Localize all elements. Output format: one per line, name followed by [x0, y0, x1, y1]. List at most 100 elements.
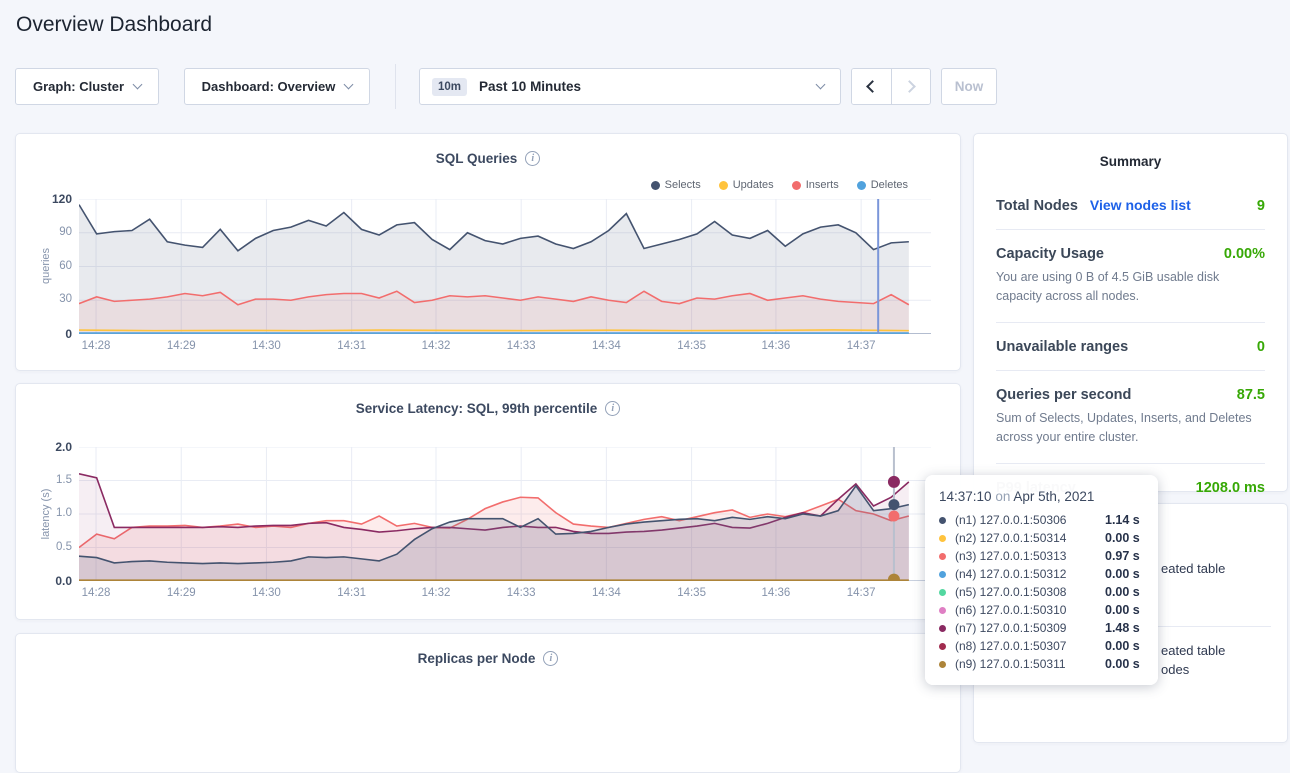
node-color-dot-icon: [939, 642, 946, 650]
tooltip-row: (n4) 127.0.0.1:50312 0.00 s: [939, 565, 1144, 583]
chart-legend: Selects Updates Inserts Deletes: [650, 179, 908, 191]
tooltip-node-value: 1.48 s: [1105, 621, 1140, 635]
qps-value: 87.5: [1236, 386, 1265, 403]
info-icon[interactable]: i: [543, 651, 559, 666]
x-axis-tick: 14:29: [166, 340, 196, 352]
y-axis-title: latency (s): [40, 488, 52, 540]
node-color-dot-icon: [939, 534, 946, 542]
info-icon[interactable]: i: [525, 151, 541, 166]
dashboard-dropdown-label: Dashboard: Overview: [201, 79, 336, 94]
graph-scope-dropdown[interactable]: Graph: Cluster: [15, 68, 159, 105]
dashboard-dropdown[interactable]: Dashboard: Overview: [184, 68, 370, 105]
tooltip-node-value: 0.00 s: [1105, 639, 1140, 653]
tooltip-row: (n5) 127.0.0.1:50308 0.00 s: [939, 583, 1144, 601]
capacity-usage-description: You are using 0 B of 4.5 GiB usable disk…: [996, 270, 1220, 304]
x-axis-tick: 14:30: [252, 340, 281, 352]
legend-label: Updates: [732, 179, 774, 191]
y-axis-tick: 0.5: [56, 540, 72, 553]
time-prev-button[interactable]: [852, 69, 891, 104]
view-nodes-list-link[interactable]: View nodes list: [1089, 197, 1191, 213]
service-latency-chart-card: Service Latency: SQL, 99th percentile i …: [15, 383, 961, 620]
legend-label: Deletes: [870, 179, 908, 191]
summary-row-unavailable-ranges: Unavailable ranges 0: [996, 339, 1265, 355]
node-color-dot-icon: [939, 624, 946, 632]
series-fill: [79, 497, 909, 581]
event-text-fragment: eated table: [1161, 643, 1226, 658]
legend-item: Updates: [718, 179, 774, 191]
x-axis-tick: 14:35: [677, 587, 706, 599]
series-fill: [79, 204, 909, 334]
replicas-per-node-chart-card: Replicas per Node i: [15, 633, 961, 773]
y-axis-tick: 90: [59, 225, 72, 238]
y-axis-labels: 0 30 60 90 120: [16, 192, 74, 341]
chart-plot-area[interactable]: [78, 198, 931, 334]
tooltip-node-value: 0.00 s: [1105, 603, 1140, 617]
tooltip-node-value: 0.00 s: [1105, 567, 1140, 581]
tooltip-row: (n6) 127.0.0.1:50310 0.00 s: [939, 601, 1144, 619]
toolbar-divider: [395, 64, 396, 109]
tooltip-rows: (n1) 127.0.0.1:50306 1.14 s (n2) 127.0.0.1…: [939, 511, 1144, 673]
chevron-left-icon: [866, 80, 880, 93]
time-range-dropdown[interactable]: 10m Past 10 Minutes: [419, 68, 841, 105]
tooltip-node-value: 0.00 s: [1105, 657, 1140, 671]
legend-item: Inserts: [791, 179, 839, 191]
chart-hover-tooltip: 14:37:10 on Apr 5th, 2021 (n1) 127.0.0.1…: [925, 475, 1158, 685]
summary-divider: [996, 229, 1265, 230]
y-axis-tick: 0.0: [55, 574, 72, 588]
now-button[interactable]: Now: [941, 68, 997, 105]
chevron-right-icon: [903, 80, 916, 93]
tooltip-node-value: 1.14 s: [1105, 513, 1140, 527]
series-line: [78, 204, 909, 252]
y-axis-title: queries: [40, 247, 52, 285]
summary-divider: [996, 321, 1265, 323]
chevron-down-icon: [343, 79, 354, 90]
qps-label: Queries per second: [996, 386, 1132, 403]
chart-canvas[interactable]: [78, 198, 931, 334]
capacity-usage-label: Capacity Usage: [996, 246, 1104, 262]
x-axis-tick: 14:33: [506, 340, 536, 352]
qps-description: Sum of Selects, Updates, Inserts, and De…: [996, 410, 1252, 445]
tooltip-node-value: 0.00 s: [1105, 531, 1140, 545]
tooltip-node-label: (n8) 127.0.0.1:50307: [955, 639, 1067, 653]
x-axis-tick: 14:32: [421, 587, 451, 599]
y-axis-tick: 1.0: [56, 507, 72, 519]
chart-title: SQL Queries: [435, 151, 518, 166]
x-axis-tick: 14:28: [81, 340, 111, 352]
legend-dot-icon: [856, 180, 866, 190]
tooltip-row: (n2) 127.0.0.1:50314 0.00 s: [939, 529, 1144, 547]
y-axis-tick: 2.0: [55, 440, 72, 454]
y-axis-labels: 0.0 0.5 1.0 1.5 2.0: [16, 440, 74, 588]
node-color-dot-icon: [939, 588, 946, 596]
chart-canvas[interactable]: [78, 446, 931, 586]
info-icon[interactable]: i: [605, 401, 621, 416]
chevron-down-icon: [132, 79, 143, 90]
legend-dot-icon: [791, 180, 801, 190]
unavailable-ranges-label: Unavailable ranges: [996, 338, 1129, 355]
node-color-dot-icon: [939, 570, 946, 578]
x-axis-tick: 14:37: [846, 340, 876, 352]
x-axis-tick: 14:37: [846, 587, 876, 599]
series-fill: [79, 473, 909, 581]
x-axis-tick: 14:31: [337, 340, 367, 352]
hover-dot: [888, 510, 900, 522]
event-text-fragment: eated table: [1161, 561, 1226, 576]
hover-dot: [888, 499, 900, 511]
chevron-down-icon: [815, 79, 826, 90]
node-color-dot-icon: [939, 660, 946, 668]
tooltip-row: (n8) 127.0.0.1:50307 0.00 s: [939, 637, 1144, 655]
total-nodes-value: 9: [1256, 198, 1265, 214]
summary-title: Summary: [1099, 154, 1162, 169]
tooltip-date: Apr 5th, 2021: [1013, 489, 1095, 504]
tooltip-node-label: (n1) 127.0.0.1:50306: [955, 513, 1067, 527]
graph-scope-dropdown-label: Graph: Cluster: [32, 79, 124, 94]
y-axis-tick: 60: [59, 259, 72, 272]
capacity-usage-value: 0.00%: [1223, 246, 1265, 262]
summary-divider: [996, 462, 1265, 464]
chart-plot-area[interactable]: [78, 446, 931, 586]
node-color-dot-icon: [939, 552, 946, 560]
tooltip-row: (n9) 127.0.0.1:50311 0.00 s: [939, 655, 1144, 673]
tooltip-node-label: (n4) 127.0.0.1:50312: [955, 567, 1067, 581]
legend-item: Selects: [650, 179, 701, 191]
time-next-button[interactable]: [890, 69, 930, 104]
summary-row-total-nodes: Total Nodes View nodes list 9: [996, 197, 1265, 214]
